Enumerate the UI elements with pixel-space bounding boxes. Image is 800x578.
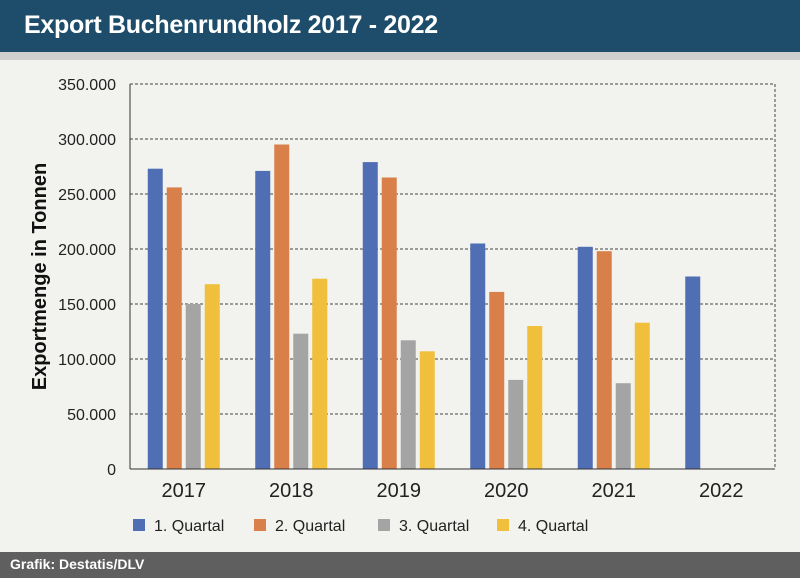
bar-q4-2017 — [204, 284, 220, 469]
bars — [147, 144, 701, 469]
page-title: Export Buchenrundholz 2017 - 2022 — [24, 11, 438, 39]
legend-label: 2. Quartal — [275, 518, 345, 535]
bar-q3-2017 — [185, 304, 201, 469]
legend-swatch-q4 — [497, 519, 509, 531]
y-tick-label: 200.000 — [58, 242, 116, 259]
bar-q2-2020 — [489, 291, 505, 469]
axes: 0 50.000 100.000 150.000 200.000 250.000 300.0… — [29, 77, 775, 502]
bar-q4-2021 — [634, 322, 650, 469]
bar-q3-2021 — [615, 383, 631, 469]
y-axis-title: Exportmenge in Tonnen — [29, 163, 51, 390]
legend: 1. Quartal 2. Quartal 3. Quartal 4. Quartal — [133, 518, 588, 535]
bar-q2-2021 — [596, 251, 612, 469]
legend-label: 3. Quartal — [399, 518, 469, 535]
y-tick-label: 300.000 — [58, 132, 116, 149]
bar-q2-2018 — [274, 144, 290, 469]
bar-q1-2020 — [470, 243, 486, 469]
x-tick-label: 2020 — [484, 480, 529, 502]
y-tick-label: 100.000 — [58, 352, 116, 369]
bar-q1-2021 — [577, 246, 593, 469]
bar-q3-2020 — [508, 379, 524, 469]
y-tick-label: 0 — [107, 462, 116, 479]
bar-q3-2019 — [400, 340, 416, 469]
bar-q2-2019 — [381, 177, 397, 469]
legend-label: 1. Quartal — [154, 518, 224, 535]
legend-swatch-q1 — [133, 519, 145, 531]
x-tick-label: 2022 — [699, 480, 744, 502]
gridlines — [130, 83, 776, 469]
bar-chart: 0 50.000 100.000 150.000 200.000 250.000 300.0… — [29, 77, 776, 535]
y-tick-label: 150.000 — [58, 297, 116, 314]
y-tick-label: 50.000 — [67, 407, 116, 424]
legend-label: 4. Quartal — [518, 518, 588, 535]
legend-swatch-q2 — [254, 519, 266, 531]
bar-q4-2018 — [312, 278, 328, 469]
bar-q3-2018 — [293, 333, 309, 469]
source-credit: Grafik: Destatis/DLV — [10, 556, 145, 572]
bar-q1-2018 — [255, 170, 271, 469]
bar-q1-2017 — [147, 168, 163, 469]
bar-q1-2022 — [685, 276, 701, 469]
bar-q4-2020 — [527, 326, 543, 469]
y-tick-label: 350.000 — [58, 77, 116, 94]
bar-q1-2019 — [362, 162, 378, 469]
x-tick-label: 2017 — [162, 480, 207, 502]
y-tick-label: 250.000 — [58, 187, 116, 204]
title-bar: Export Buchenrundholz 2017 - 2022 — [0, 0, 800, 52]
title-divider — [0, 52, 800, 60]
footer-bar: Grafik: Destatis/DLV — [0, 552, 800, 578]
legend-swatch-q3 — [378, 519, 390, 531]
x-tick-label: 2018 — [269, 480, 314, 502]
bar-q2-2017 — [166, 187, 182, 469]
bar-q4-2019 — [419, 351, 435, 469]
x-tick-label: 2019 — [377, 480, 422, 502]
x-tick-label: 2021 — [592, 480, 637, 502]
chart-panel — [0, 60, 800, 552]
